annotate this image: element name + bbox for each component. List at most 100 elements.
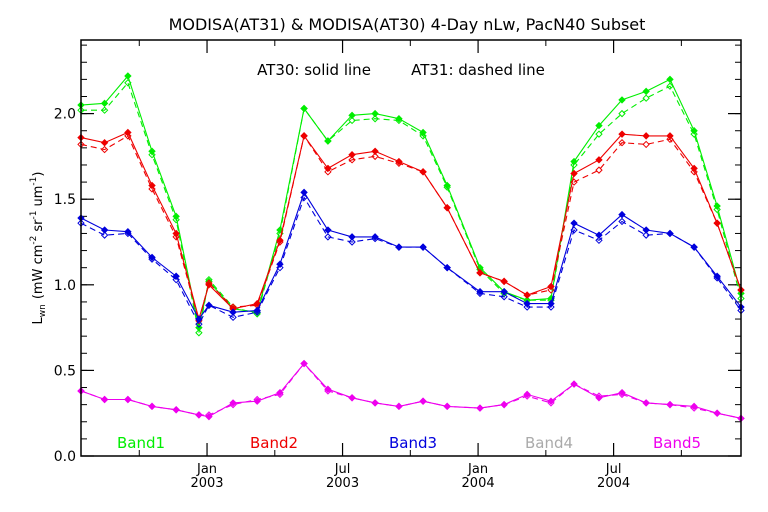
x-tick-label-year: 2004: [462, 476, 495, 491]
y-label-subscript: wn: [38, 304, 48, 317]
legend-band5: Band5: [653, 434, 701, 452]
band2-at31-point: [172, 233, 180, 241]
band2-at31-line: [80, 134, 742, 323]
band3-at30-point: [595, 231, 603, 239]
band3-at30-point: [570, 219, 578, 227]
band3-at30-point: [300, 188, 308, 197]
band1-at31-point: [618, 109, 626, 118]
band2-at30-point: [395, 157, 403, 166]
x-tick-label-month: Jul: [334, 462, 351, 477]
band2-at30-point: [124, 128, 132, 137]
y-tick-label: 0.0: [54, 449, 76, 465]
band1-at31-point: [642, 94, 650, 102]
svg-text:Lwn(mW cm-2sr-1um-1): Lwn(mW cm-2sr-1um-1): [29, 172, 48, 325]
band1-at30-point: [642, 87, 650, 96]
band1-at31-point: [100, 106, 109, 114]
band3-at30-point: [229, 308, 237, 316]
band2-at30-point: [666, 132, 674, 140]
band3-at31-point: [172, 275, 180, 284]
band1-at30-point: [713, 202, 721, 210]
band2-at30-point: [642, 132, 650, 140]
y-tick-label: 1.0: [54, 278, 76, 294]
band3-at31-point: [500, 293, 508, 301]
x-tick-label-year: 2004: [597, 476, 630, 491]
band1-at30-point: [419, 128, 427, 137]
annotation-solid-line: AT30: solid line: [257, 61, 371, 79]
band3-at31-point: [276, 263, 284, 272]
band3-at31-point: [348, 238, 356, 246]
legend-band1: Band1: [117, 434, 165, 452]
band5-at30-point: [419, 397, 427, 405]
band5-at30-point: [253, 397, 261, 405]
band3-at30-point: [148, 253, 156, 262]
annotation-dashed-line: AT31: dashed line: [411, 61, 545, 79]
x-tick-label-month: Jan: [467, 462, 488, 477]
y-label-exp3: -1: [29, 177, 39, 186]
band3-at30-line: [80, 191, 742, 321]
band3-at30-point: [419, 243, 427, 251]
band2-at30-point: [476, 269, 484, 277]
y-tick-label: 1.5: [54, 192, 76, 208]
band2-at30-point: [371, 147, 379, 155]
band5-at30-point: [595, 394, 603, 402]
series-layer: [77, 72, 745, 423]
band1-at30-point: [172, 212, 180, 221]
band2-at31-point: [348, 156, 356, 164]
band2-at31-point: [124, 132, 132, 140]
band5-at30-point: [523, 390, 531, 399]
band2-at30-point: [547, 282, 555, 291]
band3-at30-point: [253, 306, 261, 315]
band5-at30-point: [570, 380, 578, 388]
band1-at31-point: [713, 205, 721, 214]
band2-at30-point: [205, 281, 213, 289]
band3-at30-point: [500, 287, 508, 296]
y-label-units-close: ): [31, 172, 46, 177]
band5-at30-point: [690, 402, 698, 411]
band2-at30-point: [443, 204, 451, 212]
band3-at31-point: [324, 233, 332, 241]
band2-at30-point: [276, 236, 284, 245]
y-label-exp2: -1: [29, 211, 39, 220]
band1-at31-point: [595, 130, 603, 138]
band3-at30-point: [476, 287, 484, 296]
band3-at30-point: [395, 243, 403, 251]
band1-at31-point: [690, 130, 698, 138]
band1-at30-point: [618, 96, 626, 104]
band2-at30-point: [595, 156, 603, 164]
band1-at30-point: [666, 75, 674, 84]
band1-at31-point: [172, 216, 180, 224]
band2-at31-point: [642, 140, 650, 149]
band5-at30-point: [205, 412, 213, 421]
y-axis-label: Lwn(mW cm-2sr-1um-1): [29, 172, 48, 325]
band3-at30-point: [523, 299, 531, 308]
band2-at31-point: [324, 168, 332, 176]
band3-at31-point: [229, 313, 237, 322]
band3-at30-point: [205, 301, 213, 310]
band5-at30-point: [395, 402, 403, 411]
band1-at30-point: [690, 127, 698, 135]
band2-at30-point: [148, 181, 156, 190]
band1-at30-point: [100, 99, 109, 108]
x-tick-label-month: Jul: [605, 462, 622, 477]
band5-at30-point: [500, 400, 508, 409]
band2-at30-point: [348, 150, 356, 159]
y-label-um: um: [31, 186, 46, 207]
band1-at31-point: [371, 115, 379, 123]
band5-at30-point: [713, 409, 721, 417]
band3-at30-point: [195, 315, 203, 323]
band3-at31-point: [547, 303, 555, 311]
band3-at31-point: [195, 320, 203, 328]
band1-at31-point: [666, 82, 674, 90]
band3-at30-point: [547, 299, 555, 308]
band1-at31-line: [81, 81, 742, 333]
x-tick-label-year: 2003: [326, 476, 359, 491]
band2-at30-point: [253, 299, 261, 308]
band3-at30-point: [371, 233, 379, 241]
band2-at30-line: [80, 131, 742, 322]
band2-at31-point: [618, 139, 626, 147]
y-label-exp1: -2: [29, 236, 39, 245]
band3-at30-point: [324, 226, 332, 234]
band5-at30-point: [642, 399, 650, 407]
legend-band2: Band2: [250, 434, 298, 452]
